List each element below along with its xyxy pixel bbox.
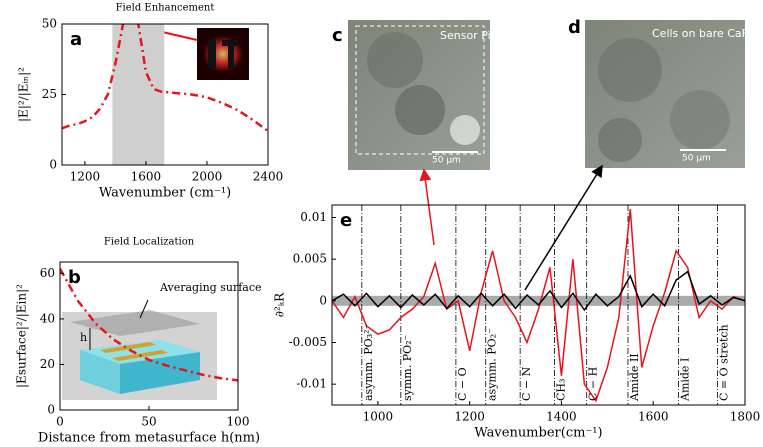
x-tick-label: 1800 [730, 410, 761, 424]
marker-label: C = O stretch [717, 324, 730, 401]
image-caption: Sensor Pixel [440, 29, 507, 42]
plot-frame [331, 204, 746, 406]
marker-label: asymm. PO₂⁻ [486, 328, 499, 401]
marker-label: asymm. PO₃²⁻ [362, 323, 375, 401]
marker-label: symm. PO₂⁻ [401, 334, 414, 401]
x-tick-label: 1600 [638, 410, 669, 424]
marker-label: C − N [520, 366, 533, 401]
y-axis-label: |Esurface|²/|Ein|² [15, 284, 29, 388]
x-tick-label: 1200 [70, 170, 101, 184]
panel-label: b [68, 267, 81, 288]
y-tick-label: 25 [42, 87, 57, 101]
marker-label: Amide I [678, 358, 691, 402]
panel-label: a [70, 29, 82, 50]
chart-title: Field Localization [104, 237, 195, 248]
scale-bar-label: 50 µm [682, 154, 711, 164]
y-tick-label: -0.005 [289, 335, 327, 349]
y-tick-label: 50 [42, 17, 57, 31]
annotation: h [80, 331, 87, 344]
inset-field-map [197, 28, 249, 80]
data-line [62, 24, 268, 133]
y-tick-label: 0 [319, 293, 327, 307]
x-axis-label: Wavenumber (cm⁻¹) [99, 186, 231, 201]
x-tick-label: 50 [141, 415, 156, 429]
marker-label: CH₃ [555, 379, 568, 401]
micrograph-c [348, 20, 490, 170]
arrow [419, 168, 435, 246]
panel-label: d [568, 17, 581, 38]
y-tick-label: -0.01 [296, 377, 327, 391]
marker-label: C − O [456, 367, 469, 401]
shaded-range [112, 24, 165, 165]
panel-label: e [340, 210, 352, 231]
metasurface-illustration [62, 299, 217, 400]
y-axis-label: |E|²/|Eᵢₙ|² [17, 67, 31, 122]
x-tick-label: 1600 [131, 170, 162, 184]
data-line [332, 209, 745, 403]
plot [332, 205, 745, 405]
arrow [524, 164, 603, 291]
y-tick-label: 60 [40, 266, 55, 280]
plot [60, 268, 238, 382]
x-axis-label: Wavenumber(cm⁻¹) [474, 426, 602, 441]
x-tick-label: 1000 [363, 410, 394, 424]
y-tick-label: 0.005 [293, 252, 327, 266]
x-tick-label: 2000 [192, 170, 223, 184]
y-axis-label: ∂²ₖR [273, 292, 287, 317]
y-tick-label: 20 [40, 357, 55, 371]
annotation: Averaging surface [159, 281, 262, 294]
noise-band [332, 295, 745, 306]
x-tick-label: 0 [56, 415, 64, 429]
scale-bar-label: 50 µm [432, 156, 461, 166]
image-caption: Cells on bare CaF₂ [652, 27, 752, 40]
micrograph-d [585, 20, 745, 168]
plot [62, 24, 268, 165]
data-line [332, 270, 745, 312]
data-line [60, 268, 238, 382]
y-tick-label: 0 [49, 158, 57, 172]
x-tick-label: 100 [227, 415, 250, 429]
x-axis-label: Distance from metasurface h(nm) [38, 431, 260, 446]
y-tick-label: 0.01 [300, 210, 327, 224]
y-tick-label: 0 [47, 403, 55, 417]
x-tick-label: 2400 [253, 170, 284, 184]
x-tick-label: 1200 [454, 410, 485, 424]
marker-label: Amide II [628, 353, 641, 402]
y-tick-label: 40 [40, 311, 55, 325]
x-tick-label: 1400 [546, 410, 577, 424]
panel-label: c [332, 25, 343, 46]
marker-label: C − H [587, 367, 600, 401]
chart-title: Field Enhancement [116, 3, 215, 14]
